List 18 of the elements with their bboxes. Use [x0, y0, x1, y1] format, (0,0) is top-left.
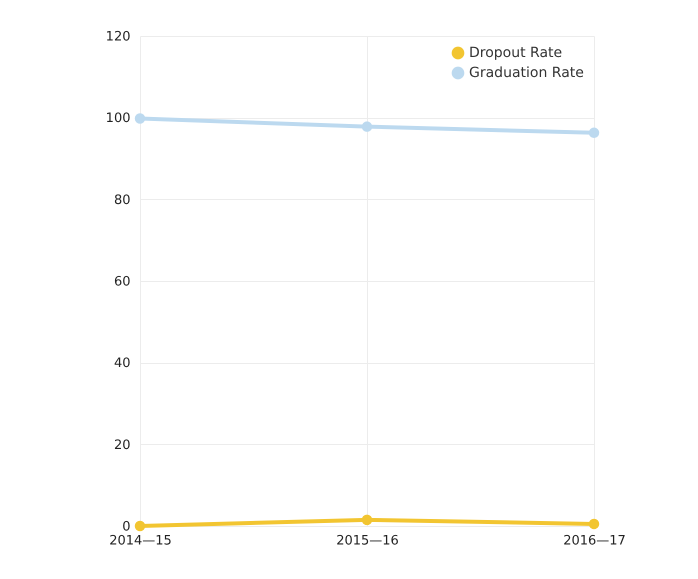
legend-label: Dropout Rate — [469, 45, 562, 61]
y-tick-label: 40 — [114, 356, 130, 372]
point — [588, 518, 600, 530]
point — [362, 514, 372, 526]
legend-label: Graduation Rate — [469, 65, 584, 81]
point — [362, 121, 372, 132]
y-tick-label: 80 — [114, 192, 130, 208]
point — [134, 520, 146, 532]
y-tick-label: 100 — [106, 111, 130, 126]
x-tick-label: 2015—16 — [336, 534, 399, 548]
y-tick-label: 60 — [114, 274, 130, 290]
x-tick-label: 2016—17 — [563, 534, 626, 548]
point — [588, 128, 600, 138]
x-tick-label: 2014—15 — [109, 534, 172, 548]
y-tick-label: 0 — [122, 520, 130, 534]
point — [134, 113, 146, 124]
y-tick-label: 20 — [114, 438, 130, 453]
y-tick-label: 120 — [106, 30, 130, 44]
